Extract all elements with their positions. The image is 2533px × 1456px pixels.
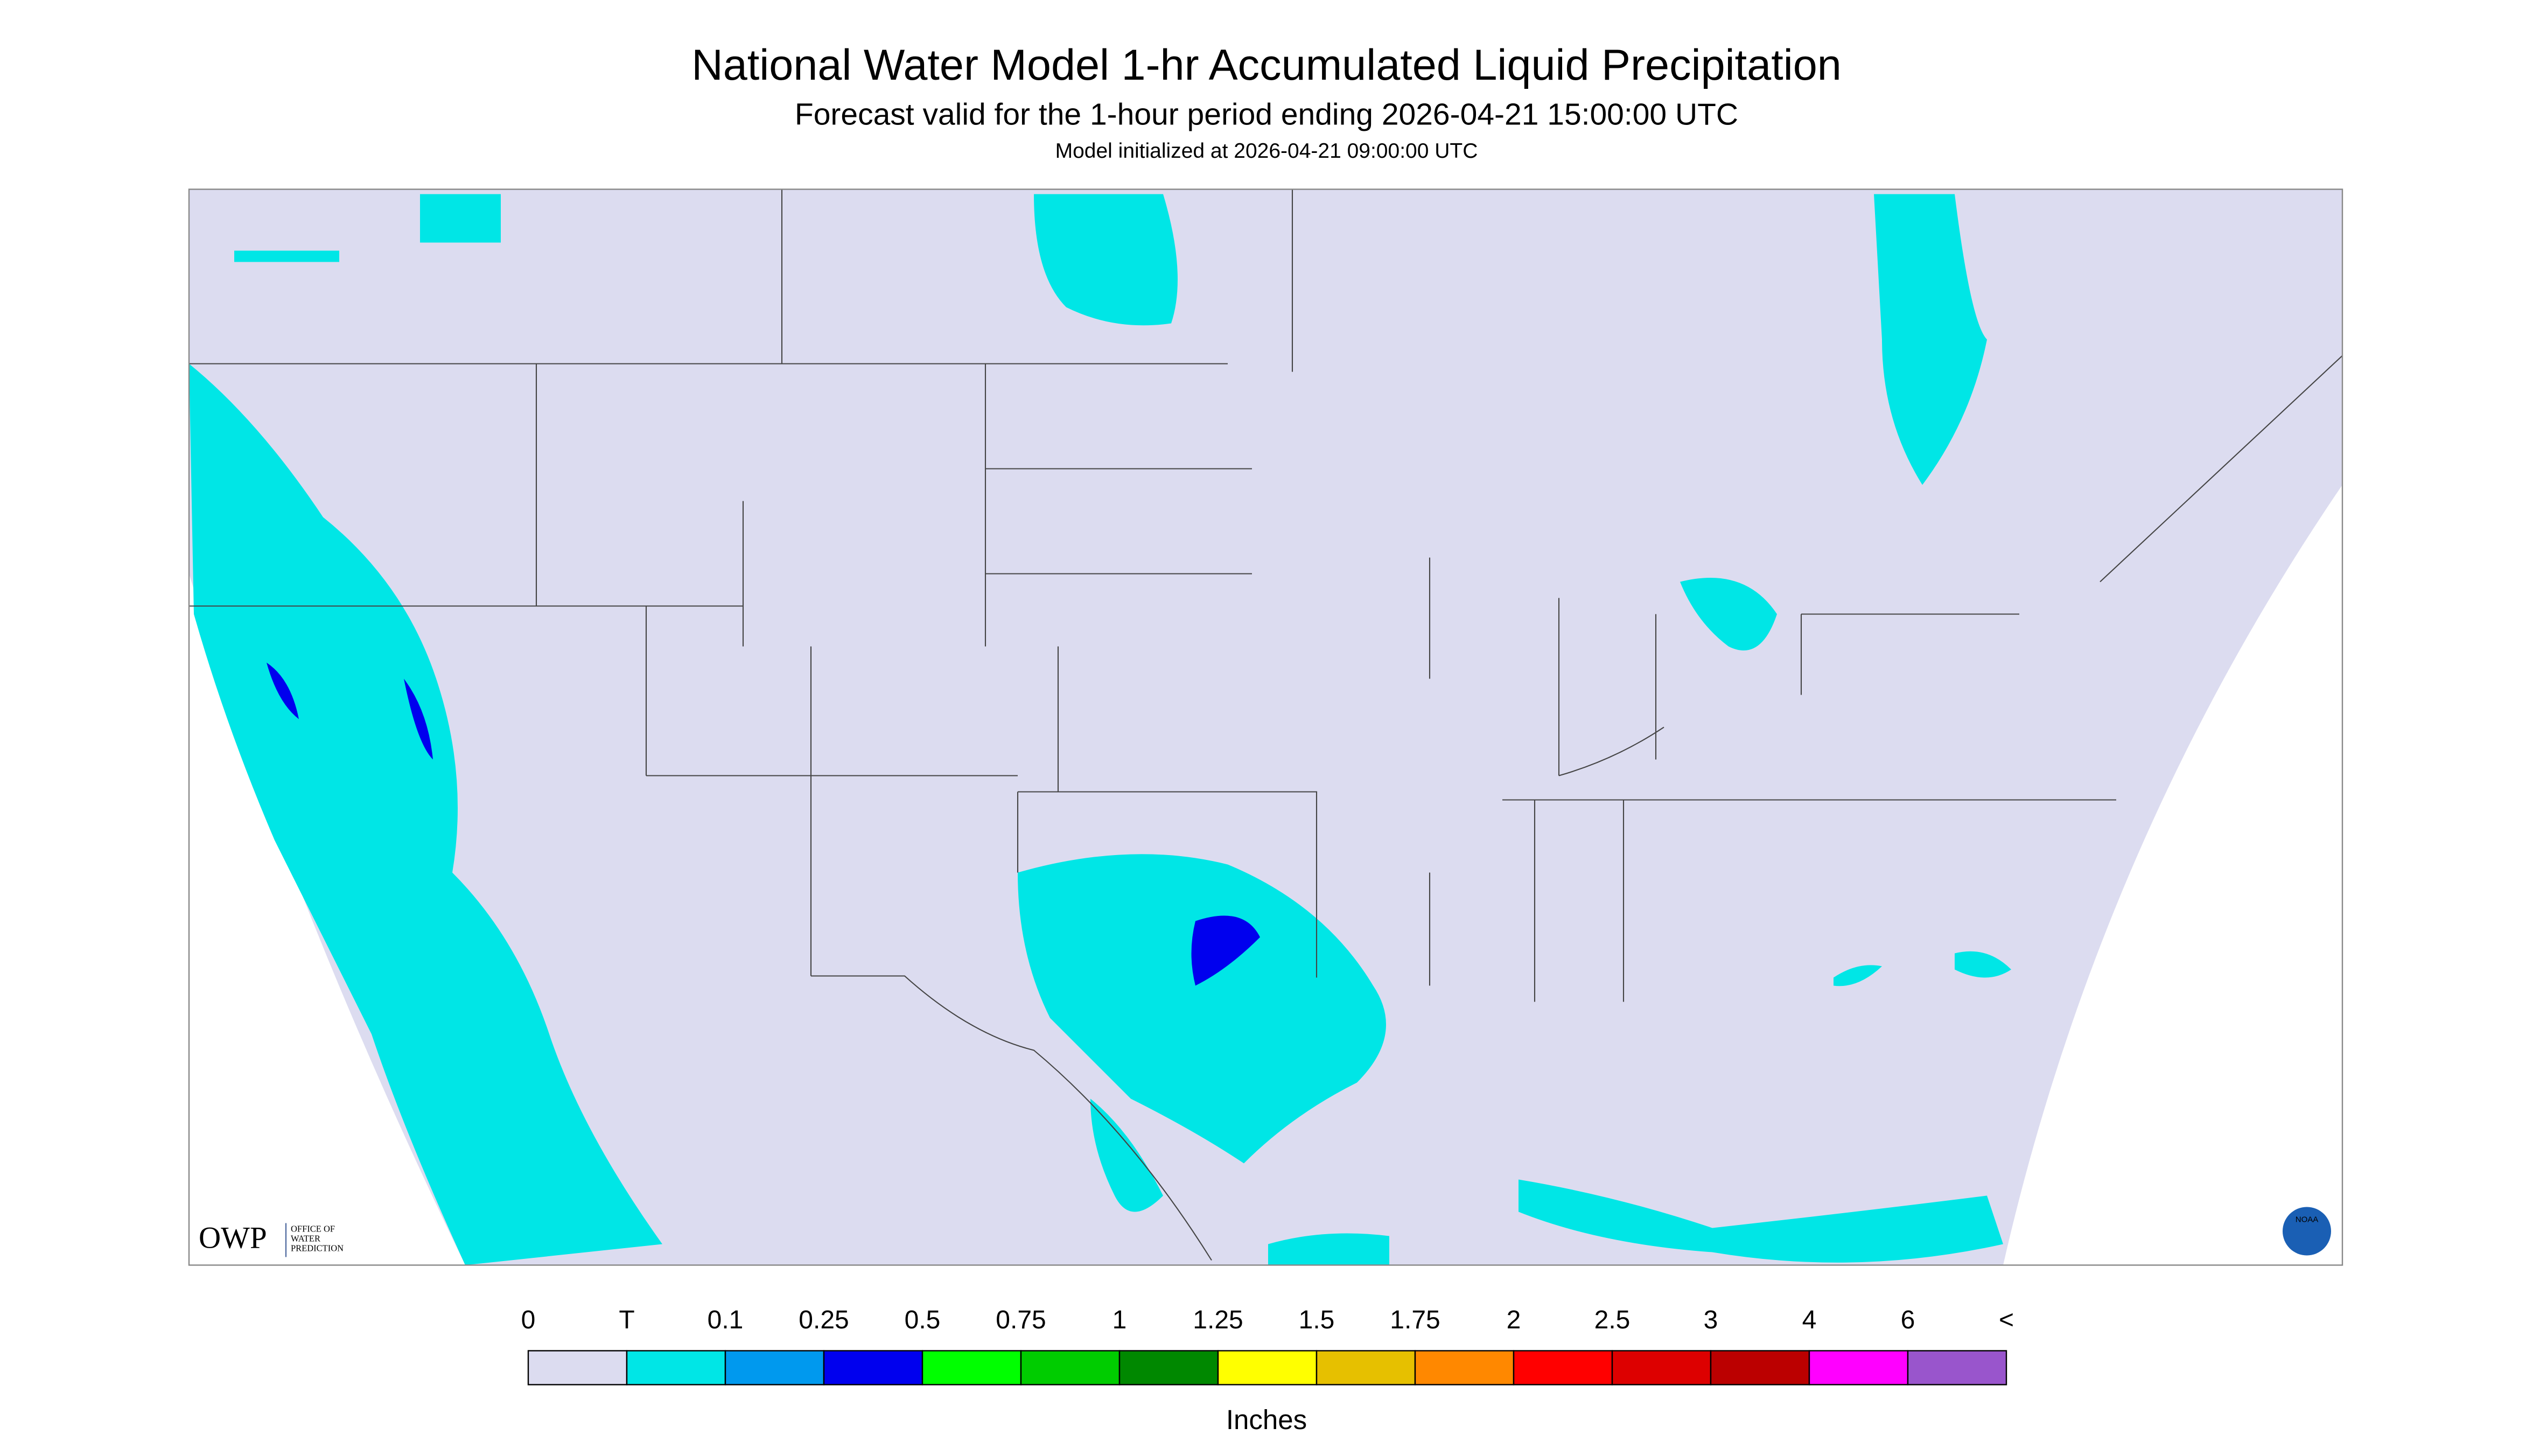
- subtitle: Forecast valid for the 1-hour period end…: [795, 97, 1738, 132]
- legend-swatch: [1217, 1350, 1318, 1385]
- legend-swatch: [823, 1350, 923, 1385]
- legend-label: 4: [1802, 1306, 1817, 1334]
- legend-label: 0.25: [799, 1306, 849, 1334]
- legend-label: 1.25: [1193, 1306, 1243, 1334]
- legend-swatch: [1316, 1350, 1416, 1385]
- noaa-label: NOAA: [2296, 1215, 2319, 1224]
- logo-office: OFFICE OF: [291, 1223, 335, 1234]
- precip-areas: [189, 194, 2011, 1265]
- legend-unit: Inches: [1226, 1404, 1307, 1435]
- legend-label: 0.5: [905, 1306, 941, 1334]
- legend-swatch: [1808, 1350, 1909, 1385]
- legend-swatch: [1611, 1350, 1712, 1385]
- legend-label: 1: [1112, 1306, 1127, 1334]
- logo-owp: OWP: [199, 1221, 267, 1255]
- map-frame: [188, 188, 2343, 1266]
- legend-label: 0.1: [708, 1306, 744, 1334]
- legend-label: T: [619, 1306, 634, 1334]
- projection-area: [189, 189, 2342, 1265]
- legend-swatch: [527, 1350, 628, 1385]
- legend-swatch: [1710, 1350, 1810, 1385]
- legend-label: 0.75: [996, 1306, 1046, 1334]
- boundaries: [189, 189, 2343, 1261]
- title: National Water Model 1-hr Accumulated Li…: [691, 41, 1842, 89]
- init-time: Model initialized at 2026-04-21 09:00:00…: [1055, 139, 1478, 163]
- logo-office: PREDICTION: [291, 1243, 344, 1253]
- legend-swatch: [1020, 1350, 1121, 1385]
- legend-label: 2: [1507, 1306, 1521, 1334]
- legend-label: 1.5: [1299, 1306, 1335, 1334]
- legend-swatch: [1414, 1350, 1515, 1385]
- legend-label: 6: [1901, 1306, 1915, 1334]
- logo-office: WATER: [291, 1233, 320, 1243]
- legend-swatch: [1513, 1350, 1613, 1385]
- legend-label: 0: [521, 1306, 536, 1334]
- legend: Inches 0 T 0.1 0.25 0.5 0.75 1 1.25 1.5 1.75 2 2.5 3…: [521, 1306, 2014, 1435]
- legend-label: <: [1999, 1306, 2014, 1334]
- legend-label: 3: [1704, 1306, 1718, 1334]
- legend-swatch: [921, 1350, 1022, 1385]
- legend-label: 2.5: [1594, 1306, 1631, 1334]
- legend-swatch: [1907, 1350, 2007, 1385]
- noaa-logo: [2283, 1207, 2331, 1256]
- legend-swatch: [724, 1350, 825, 1385]
- map: OWP OFFICE OF WATER PREDICTION NOAA: [188, 188, 2343, 1266]
- legend-label: 1.75: [1390, 1306, 1440, 1334]
- heavy-precip: [267, 662, 1260, 986]
- legend-swatch: [626, 1350, 726, 1385]
- legend-swatch: [1118, 1350, 1219, 1385]
